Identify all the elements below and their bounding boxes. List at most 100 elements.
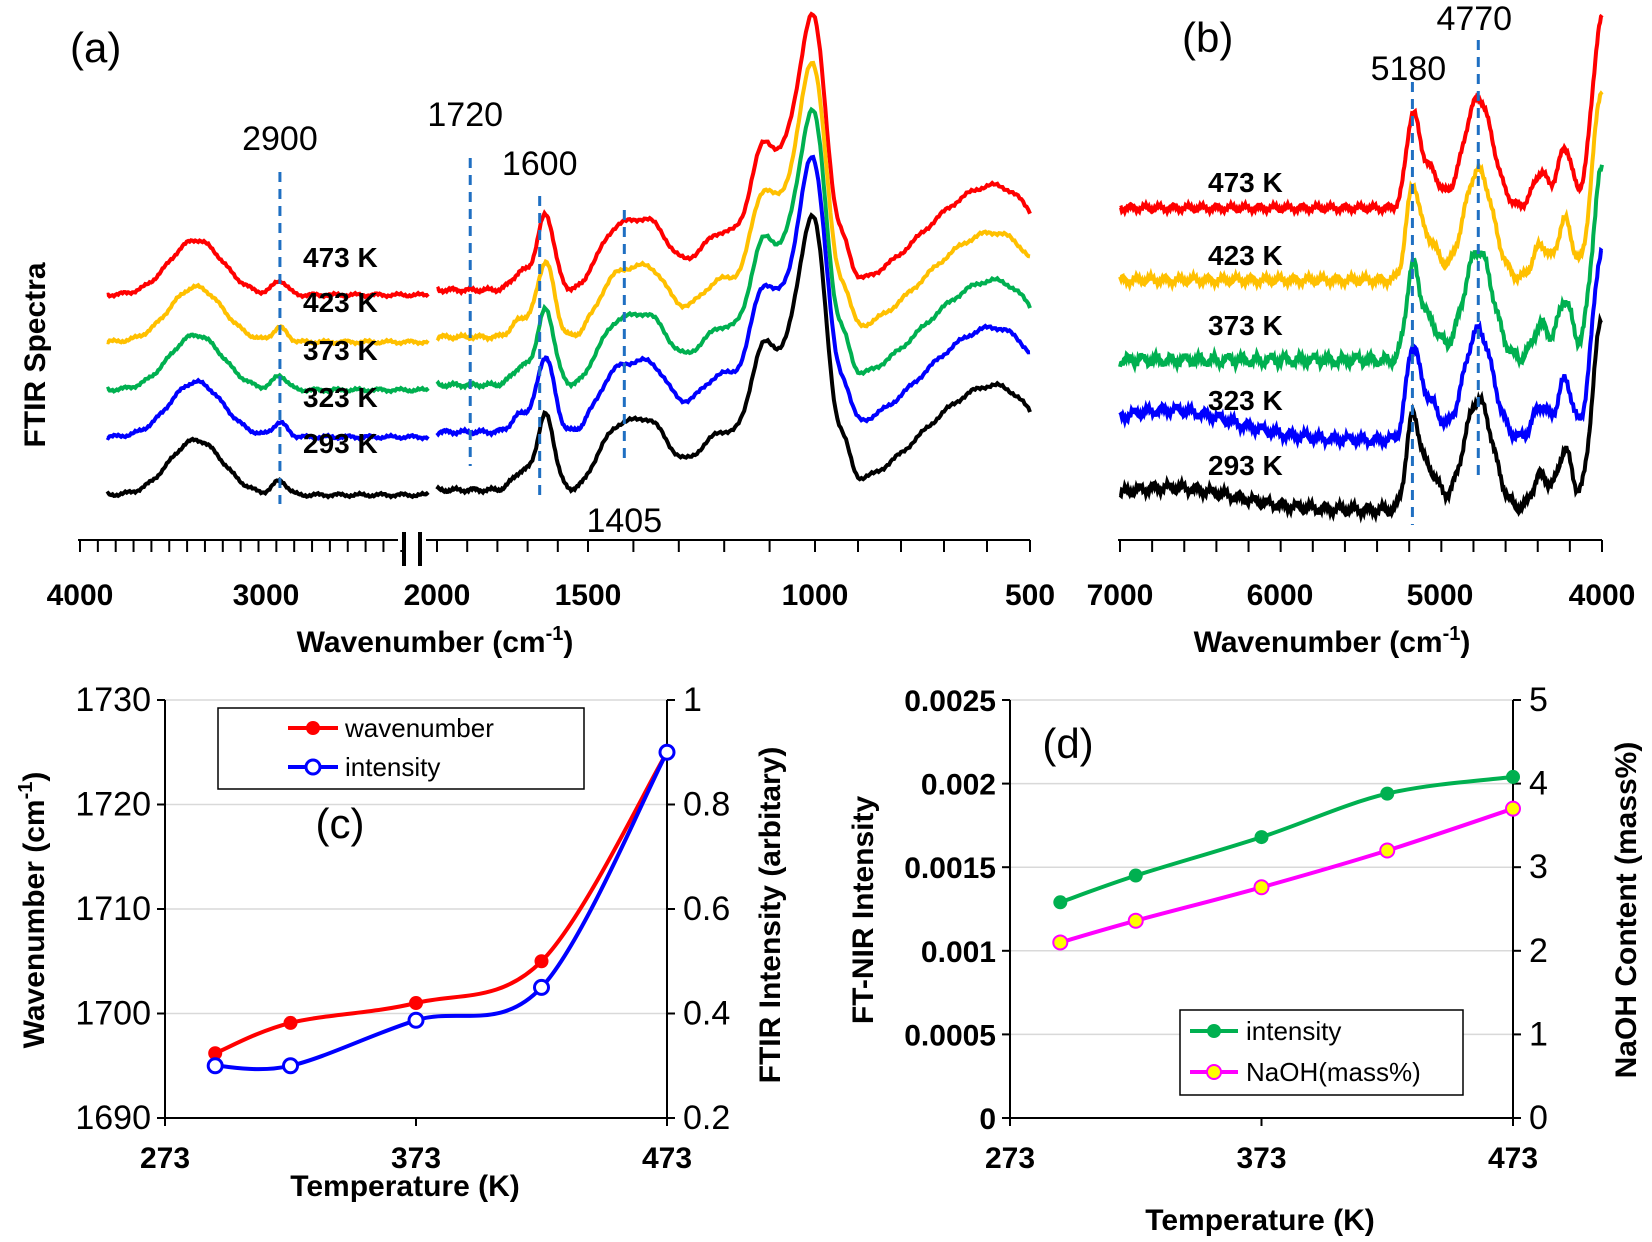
c-ytick-label: 1700 — [75, 995, 151, 1033]
panel-d-right-tick-labels: 0 1 2 3 4 5 — [1513, 681, 1548, 1137]
panel-a-spectrum-423k-low — [435, 60, 1031, 343]
c-data-point — [282, 1057, 299, 1075]
panel-c-right-tick-labels: 0.2 0.4 0.6 0.8 1 — [667, 681, 730, 1137]
panel-d-legend-naoh-marker — [1206, 1064, 1222, 1080]
panel-a-x-axis-label: Wavenumber (cm-1) — [297, 623, 574, 659]
panel-b-xtick-label: 7000 — [1087, 579, 1154, 612]
d-data-point — [1379, 842, 1396, 859]
panel-b-temp-label: 293 K — [1208, 450, 1283, 481]
d-series-line-intensity — [1059, 774, 1514, 905]
panel-c-left-tick-labels: 1690 1700 1710 1720 1730 — [75, 681, 165, 1137]
d-y2tick-label: 2 — [1529, 932, 1548, 970]
d-data-point — [1506, 769, 1520, 784]
panel-a-xtick-label: 3000 — [233, 579, 300, 612]
panel-a-label: (a) — [70, 24, 121, 71]
panel-a-temp-label: 323 K — [303, 382, 378, 413]
c-data-point — [283, 1015, 298, 1030]
panel-b-peak-label: 5180 — [1371, 50, 1447, 88]
panel-c-legend: wavenumber intensity — [217, 707, 585, 790]
panel-d-label: (d) — [1042, 720, 1093, 767]
panel-b-label: (b) — [1182, 14, 1233, 61]
panel-b-spectrum-293k — [1118, 312, 1603, 524]
c-data-point — [407, 1011, 425, 1029]
panel-a-spectrum-473k-low — [435, 11, 1032, 296]
panel-a-temp-label: 373 K — [303, 335, 378, 366]
d-data-point — [1253, 879, 1270, 896]
panel-d-x-axis-label: Temperature (K) — [1145, 1204, 1374, 1237]
panel-a-peak-label: 1405 — [586, 502, 662, 540]
panel-c-x-axis-label: Temperature (K) — [290, 1170, 519, 1203]
panel-b-spectrum-423k — [1118, 90, 1604, 293]
panel-c-x-tick-labels: 273 373 473 — [140, 1118, 692, 1175]
panel-b-peak-label: 4770 — [1436, 0, 1512, 38]
c-data-point — [206, 1057, 224, 1075]
panel-b-spectrum-373k — [1118, 164, 1604, 375]
c-xtick-label: 273 — [140, 1142, 190, 1175]
c-ytick-label: 1710 — [75, 890, 151, 928]
panel-b-peak-markers: 5180 4770 — [1371, 0, 1512, 525]
panel-a-spectrum-373k-low — [435, 106, 1032, 391]
c-ytick-label: 1690 — [75, 1099, 151, 1137]
c-data-point — [409, 996, 423, 1011]
panel-d-legend-intensity-marker — [1207, 1024, 1221, 1038]
c-xtick-label: 473 — [642, 1142, 692, 1175]
panel-a-temp-label: 293 K — [303, 428, 378, 459]
panel-a-temperature-labels: 473 K 423 K 373 K 323 K 293 K — [303, 242, 378, 459]
c-series-line-intensity — [215, 751, 669, 1072]
d-y2tick-label: 5 — [1529, 681, 1548, 719]
panel-c-series — [206, 743, 676, 1075]
panel-a-peak-label: 2900 — [242, 120, 318, 158]
panel-d-y-axis-label: FT-NIR Intensity — [847, 796, 880, 1025]
d-data-point — [1128, 868, 1143, 883]
panel-c-y2-axis-label: FTIR Intensity (arbitary) — [754, 747, 787, 1084]
d-ytick-label: 0.0005 — [904, 1019, 996, 1052]
d-ytick-label: 0.001 — [921, 936, 996, 969]
d-data-point — [1053, 895, 1068, 910]
panel-a-temp-label: 473 K — [303, 242, 378, 273]
panel-c-label: (c) — [316, 800, 365, 847]
panel-d-legend-naoh-label: NaOH(mass%) — [1246, 1057, 1421, 1087]
panel-a-xtick-label: 500 — [1005, 579, 1055, 612]
panel-a-peak-label: 1600 — [502, 145, 578, 183]
panel-c-legend-intensity-marker — [304, 758, 322, 776]
panel-b-x-tick-labels: 7000 6000 5000 4000 — [1087, 579, 1636, 612]
panel-a-spectrum-323k-high — [105, 377, 430, 442]
panel-b-temp-label: 323 K — [1208, 385, 1283, 416]
panel-d-legend: intensity NaOH(mass%) — [1179, 1009, 1464, 1096]
d-y2tick-label: 4 — [1529, 765, 1548, 803]
panel-a-y-axis-label: FTIR Spectra — [19, 262, 52, 447]
c-ytick-label: 1720 — [75, 786, 151, 824]
c-y2tick-label: 0.6 — [683, 890, 730, 928]
panel-b-xtick-label: 5000 — [1407, 579, 1474, 612]
panel-a-x-tick-labels: 4000 3000 2000 1500 1000 500 — [47, 579, 1055, 612]
panel-a-spectrum-293k-low — [435, 212, 1032, 496]
c-xtick-label: 373 — [391, 1142, 441, 1175]
d-xtick-label: 373 — [1236, 1142, 1286, 1175]
c-data-point — [533, 978, 550, 996]
panel-b-spectrum-323k — [1118, 246, 1604, 452]
panel-a-minor-ticks — [79, 540, 1031, 552]
panel-c-legend-wavenumber-marker — [306, 721, 320, 735]
panel-b-temp-label: 473 K — [1208, 167, 1283, 198]
panel-d-legend-intensity-label: intensity — [1246, 1016, 1341, 1046]
panel-d-series — [1052, 769, 1521, 951]
panel-c-y-axis-label: Wavenumber (cm-1) — [15, 772, 51, 1049]
c-data-point — [208, 1046, 223, 1061]
panel-a-xtick-label: 4000 — [47, 579, 114, 612]
panel-a-xtick-label: 1500 — [555, 579, 622, 612]
panel-d-legend-box — [1179, 1009, 1464, 1096]
panel-a-temp-label: 423 K — [303, 287, 378, 318]
panel-a-peak-label: 1720 — [427, 96, 503, 134]
c-series-line-wavenumber — [214, 751, 669, 1056]
panel-d-y2-axis-label: NaOH Content (mass%) — [1610, 742, 1643, 1079]
panel-b-temp-label: 373 K — [1208, 310, 1283, 341]
panel-a-xtick-label: 2000 — [404, 579, 471, 612]
panel-a-spectrum-323k-low — [435, 154, 1031, 438]
d-xtick-label: 273 — [985, 1142, 1035, 1175]
panel-b-spectrum-473k — [1119, 13, 1604, 218]
panel-b-spectra — [1118, 13, 1604, 524]
d-ytick-label: 0 — [979, 1103, 996, 1136]
panel-a-spectrum-423k-high — [106, 282, 430, 347]
